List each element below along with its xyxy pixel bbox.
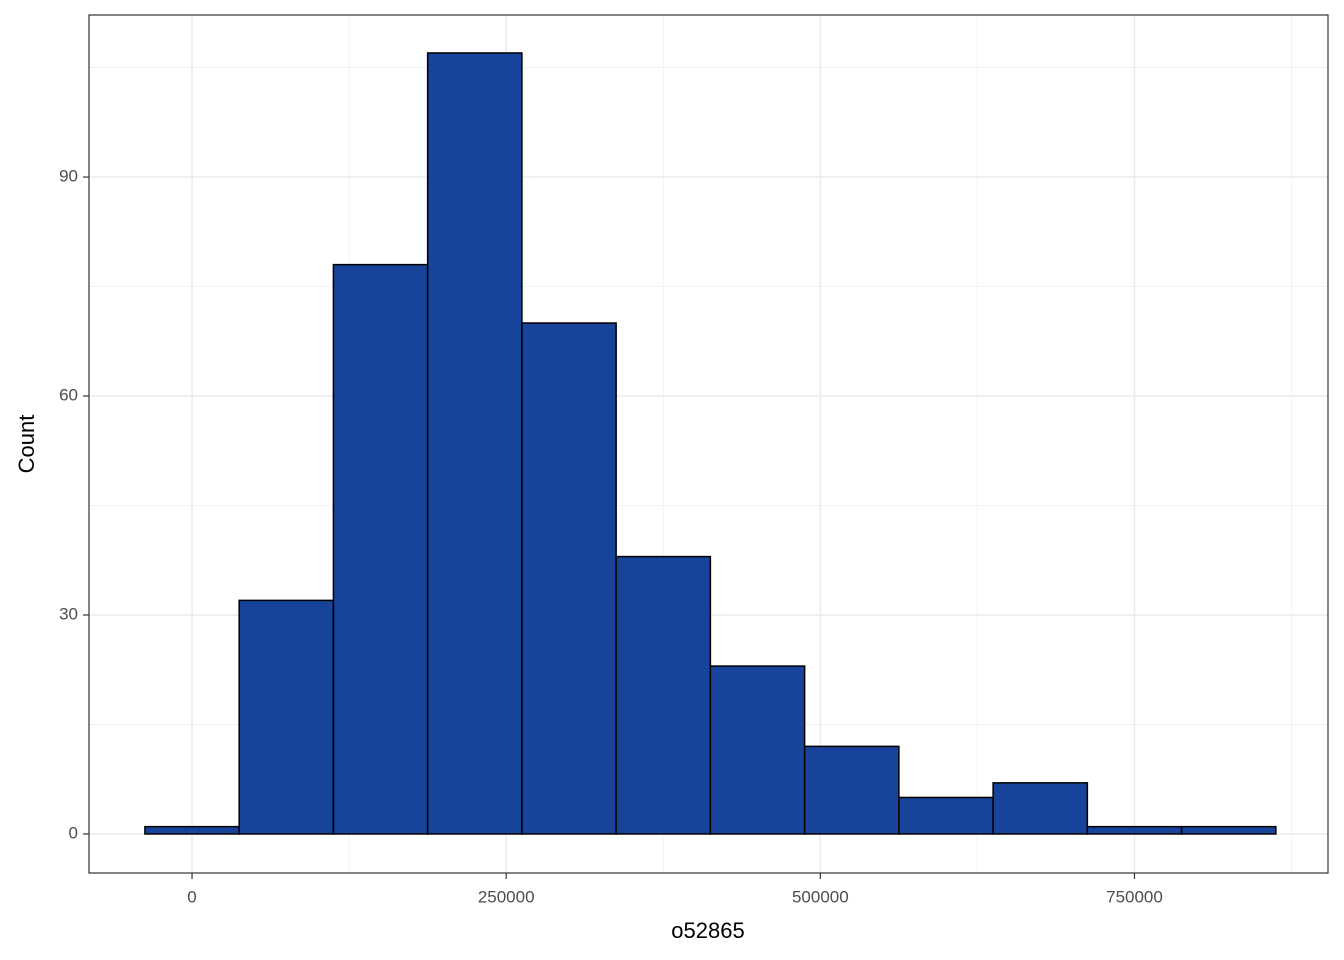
x-tick-label: 250000 [478, 887, 535, 906]
bar [521, 322, 617, 835]
bar [992, 782, 1089, 835]
bar [144, 825, 240, 835]
bar [898, 796, 994, 835]
bar [1180, 825, 1277, 835]
bar [332, 263, 429, 835]
bar [803, 745, 900, 835]
y-tick-label: 30 [59, 604, 78, 623]
panel-border [88, 14, 1329, 874]
y-tick-label: 0 [69, 823, 78, 842]
bar [709, 665, 806, 835]
bar [1086, 825, 1183, 835]
bar [238, 599, 335, 835]
bar [615, 555, 712, 835]
y-tick-label: 90 [59, 167, 78, 186]
bar [426, 52, 523, 835]
x-tick-label: 500000 [792, 887, 849, 906]
y-tick-label: 60 [59, 385, 78, 404]
x-tick-label: 750000 [1106, 887, 1163, 906]
x-tick-label: 0 [187, 887, 196, 906]
x-axis-title: o52865 [671, 918, 744, 943]
y-axis-title: Count [14, 415, 39, 474]
